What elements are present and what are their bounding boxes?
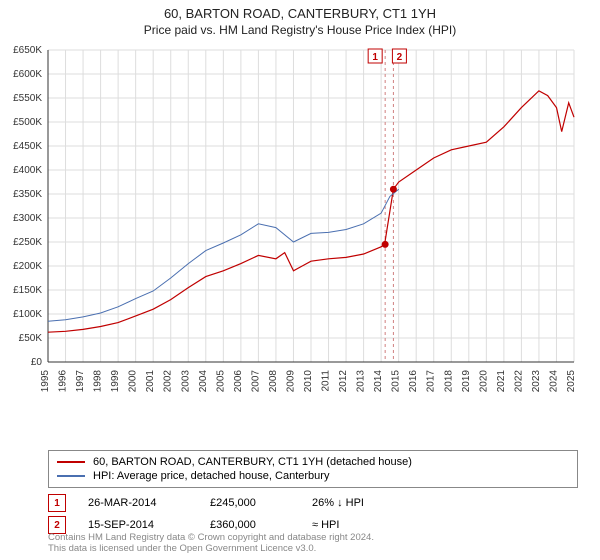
svg-text:1998: 1998 bbox=[93, 370, 104, 393]
tx-date-1: 26-MAR-2014 bbox=[88, 497, 188, 509]
svg-text:1999: 1999 bbox=[110, 370, 121, 393]
svg-text:2007: 2007 bbox=[250, 370, 261, 393]
legend-label-property: 60, BARTON ROAD, CANTERBURY, CT1 1YH (de… bbox=[93, 456, 412, 468]
chart-area: £0£50K£100K£150K£200K£250K£300K£350K£400… bbox=[48, 46, 578, 406]
svg-text:£450K: £450K bbox=[13, 141, 42, 152]
svg-text:£300K: £300K bbox=[13, 213, 42, 224]
svg-text:2009: 2009 bbox=[285, 370, 296, 393]
svg-text:2001: 2001 bbox=[145, 370, 156, 393]
tx-hpi-2: ≈ HPI bbox=[312, 519, 402, 531]
svg-text:2021: 2021 bbox=[496, 370, 507, 393]
svg-text:2011: 2011 bbox=[321, 370, 332, 392]
svg-text:2019: 2019 bbox=[461, 370, 472, 393]
footnote: Contains HM Land Registry data © Crown c… bbox=[48, 532, 578, 555]
svg-text:1996: 1996 bbox=[58, 370, 69, 393]
svg-text:£650K: £650K bbox=[13, 45, 42, 56]
svg-text:2004: 2004 bbox=[198, 370, 209, 393]
svg-text:2005: 2005 bbox=[215, 370, 226, 393]
svg-text:2002: 2002 bbox=[163, 370, 174, 393]
tx-price-1: £245,000 bbox=[210, 497, 290, 509]
tx-badge-1: 1 bbox=[48, 494, 66, 512]
svg-text:£200K: £200K bbox=[13, 261, 42, 272]
legend-box: 60, BARTON ROAD, CANTERBURY, CT1 1YH (de… bbox=[48, 450, 578, 488]
legend-row-property: 60, BARTON ROAD, CANTERBURY, CT1 1YH (de… bbox=[57, 455, 569, 469]
svg-text:£100K: £100K bbox=[13, 309, 42, 320]
svg-text:£150K: £150K bbox=[13, 285, 42, 296]
legend-row-hpi: HPI: Average price, detached house, Cant… bbox=[57, 469, 569, 483]
svg-text:2023: 2023 bbox=[531, 370, 542, 393]
footnote-line1: Contains HM Land Registry data © Crown c… bbox=[48, 532, 578, 543]
svg-text:2024: 2024 bbox=[548, 370, 559, 393]
tx-hpi-1: 26% ↓ HPI bbox=[312, 497, 402, 509]
tx-date-2: 15-SEP-2014 bbox=[88, 519, 188, 531]
title-line2: Price paid vs. HM Land Registry's House … bbox=[0, 23, 600, 37]
svg-text:2000: 2000 bbox=[128, 370, 139, 393]
svg-text:1995: 1995 bbox=[40, 370, 51, 393]
tx-price-2: £360,000 bbox=[210, 519, 290, 531]
svg-text:£400K: £400K bbox=[13, 165, 42, 176]
legend-swatch-property bbox=[57, 461, 85, 463]
svg-text:1997: 1997 bbox=[75, 370, 86, 393]
footnote-line2: This data is licensed under the Open Gov… bbox=[48, 543, 578, 554]
svg-text:2020: 2020 bbox=[478, 370, 489, 393]
svg-text:2013: 2013 bbox=[356, 370, 367, 393]
svg-text:2017: 2017 bbox=[426, 370, 437, 393]
svg-text:2018: 2018 bbox=[443, 370, 454, 393]
svg-text:1: 1 bbox=[372, 52, 378, 63]
transaction-table: 1 26-MAR-2014 £245,000 26% ↓ HPI 2 15-SE… bbox=[48, 492, 578, 536]
svg-text:2022: 2022 bbox=[513, 370, 524, 393]
title-line1: 60, BARTON ROAD, CANTERBURY, CT1 1YH bbox=[0, 6, 600, 21]
legend-swatch-hpi bbox=[57, 475, 85, 477]
transaction-row-1: 1 26-MAR-2014 £245,000 26% ↓ HPI bbox=[48, 492, 578, 514]
svg-text:£550K: £550K bbox=[13, 93, 42, 104]
svg-text:2015: 2015 bbox=[391, 370, 402, 393]
svg-text:2: 2 bbox=[397, 52, 403, 63]
svg-text:2014: 2014 bbox=[373, 370, 384, 393]
svg-text:2025: 2025 bbox=[566, 370, 577, 393]
chart-container: 60, BARTON ROAD, CANTERBURY, CT1 1YH Pri… bbox=[0, 0, 600, 560]
svg-text:2006: 2006 bbox=[233, 370, 244, 393]
svg-text:£500K: £500K bbox=[13, 117, 42, 128]
chart-svg: £0£50K£100K£150K£200K£250K£300K£350K£400… bbox=[48, 46, 578, 406]
title-block: 60, BARTON ROAD, CANTERBURY, CT1 1YH Pri… bbox=[0, 0, 600, 37]
svg-text:£50K: £50K bbox=[19, 333, 43, 344]
legend-label-hpi: HPI: Average price, detached house, Cant… bbox=[93, 470, 329, 482]
svg-text:2016: 2016 bbox=[408, 370, 419, 393]
svg-text:2010: 2010 bbox=[303, 370, 314, 393]
svg-text:£250K: £250K bbox=[13, 237, 42, 248]
svg-text:2003: 2003 bbox=[180, 370, 191, 393]
svg-text:£600K: £600K bbox=[13, 69, 42, 80]
svg-text:£0: £0 bbox=[31, 357, 43, 368]
svg-text:2012: 2012 bbox=[338, 370, 349, 393]
svg-text:£350K: £350K bbox=[13, 189, 42, 200]
svg-text:2008: 2008 bbox=[268, 370, 279, 393]
